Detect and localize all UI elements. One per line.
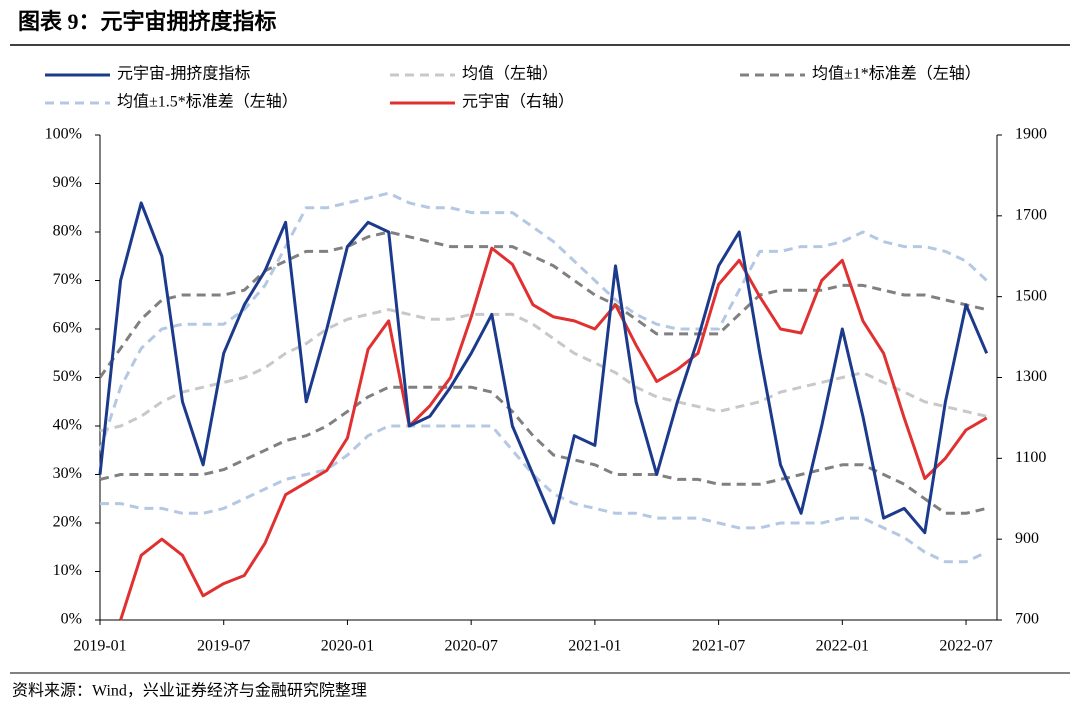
legend-label: 元宇宙-拥挤度指标 — [117, 65, 250, 83]
series-line — [99, 385, 988, 515]
x-tick-label: 2020-01 — [321, 638, 374, 655]
y-tick-label: 90% — [53, 174, 82, 191]
series-line — [119, 246, 988, 621]
y-tick-label: 70% — [53, 271, 82, 288]
y2-tick-label: 1900 — [1015, 126, 1047, 143]
series-line — [99, 308, 988, 433]
y2-tick-label: 700 — [1015, 611, 1039, 628]
x-tick-label: 2019-07 — [197, 638, 250, 655]
y-tick-label: 20% — [53, 514, 82, 531]
y-tick-label: 10% — [53, 562, 82, 579]
x-tick-label: 2021-01 — [568, 638, 621, 655]
legend-label: 均值（左轴） — [462, 65, 558, 83]
legend-label: 均值±1.5*标准差（左轴） — [117, 93, 298, 111]
source-note: 资料来源：Wind，兴业证券经济与金融研究院整理 — [12, 682, 367, 700]
y-tick-label: 30% — [53, 465, 82, 482]
y2-tick-label: 900 — [1015, 530, 1039, 547]
x-tick-label: 2019-01 — [73, 638, 126, 655]
y2-tick-label: 1100 — [1015, 449, 1046, 466]
x-tick-label: 2022-01 — [816, 638, 869, 655]
y2-tick-label: 1500 — [1015, 287, 1047, 304]
y2-tick-label: 1300 — [1015, 368, 1047, 385]
legend-label: 元宇宙（右轴） — [462, 93, 574, 111]
chart-title: 图表 9：元宇宙拥挤度指标 — [18, 9, 277, 34]
y-tick-label: 40% — [53, 417, 82, 434]
series-line — [98, 201, 989, 535]
y-tick-label: 60% — [53, 320, 82, 337]
x-tick-label: 2021-07 — [692, 638, 745, 655]
y-tick-label: 100% — [45, 126, 82, 143]
y-tick-label: 0% — [61, 611, 82, 628]
y2-tick-label: 1700 — [1015, 207, 1047, 224]
x-tick-label: 2020-07 — [444, 638, 497, 655]
x-tick-label: 2022-07 — [939, 638, 992, 655]
y-tick-label: 80% — [53, 223, 82, 240]
series-line — [98, 230, 988, 379]
y-tick-label: 50% — [53, 368, 82, 385]
legend-label: 均值±1*标准差（左轴） — [812, 65, 981, 83]
series-line — [98, 191, 988, 451]
series-line — [100, 424, 988, 564]
